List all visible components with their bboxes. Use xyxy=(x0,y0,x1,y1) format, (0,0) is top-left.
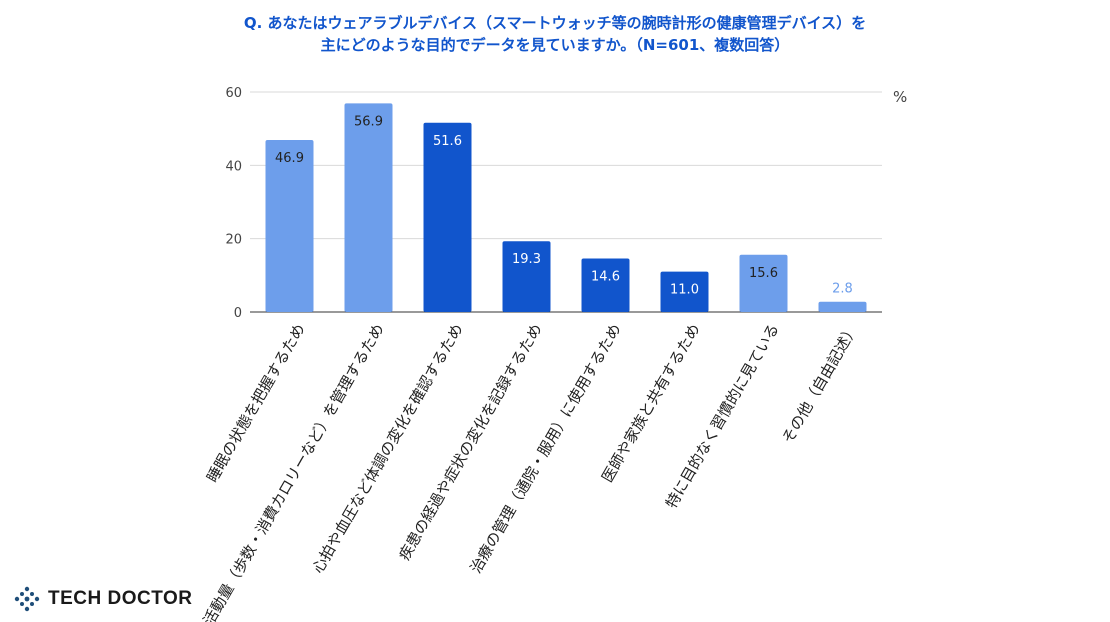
bar xyxy=(502,241,551,312)
data-label: 15.6 xyxy=(749,266,778,281)
x-category-label: 心拍や血圧など体調の変化を確認するため xyxy=(309,321,467,577)
chart-title: Q. あなたはウェアラブルデバイス（スマートウォッチ等の腕時計形の健康管理デバイ… xyxy=(0,12,1110,56)
y-tick-label: 60 xyxy=(225,86,242,101)
data-label: 51.6 xyxy=(433,134,462,149)
title-line-2: 主にどのような目的でデータを見ていますか。（N=601、複数回答） xyxy=(320,36,790,54)
bar xyxy=(423,122,472,312)
bar xyxy=(660,271,709,312)
y-unit-label: % xyxy=(893,88,907,106)
logo-mark-icon xyxy=(14,586,40,612)
data-label: 2.8 xyxy=(832,282,853,297)
data-label: 11.0 xyxy=(670,283,699,298)
x-category-label: 疾患の経過や症状の変化を記録するため xyxy=(395,321,546,564)
y-tick-label: 20 xyxy=(225,233,242,248)
data-label: 46.9 xyxy=(275,151,304,166)
y-tick-label: 0 xyxy=(234,306,242,321)
bar xyxy=(581,258,630,312)
logo-text: TECH DOCTOR xyxy=(48,588,193,609)
bar xyxy=(265,140,314,312)
data-label: 56.9 xyxy=(354,114,383,129)
title-line-1: Q. あなたはウェアラブルデバイス（スマートウォッチ等の腕時計形の健康管理デバイ… xyxy=(243,14,867,32)
bar xyxy=(739,254,788,312)
x-category-label: 活動量（歩数・消費カロリーなど）を管理するため xyxy=(200,321,388,622)
tech-doctor-logo: TECH DOCTOR xyxy=(14,586,192,612)
data-label: 19.3 xyxy=(512,252,541,267)
y-tick-label: 40 xyxy=(225,159,242,174)
data-label: 14.6 xyxy=(591,269,620,284)
bar xyxy=(344,103,393,312)
bar xyxy=(818,301,867,312)
x-category-label: 治療の管理（通院・服用）に使用するため xyxy=(467,321,625,577)
x-category-label: その他（自由記述） xyxy=(779,321,862,447)
